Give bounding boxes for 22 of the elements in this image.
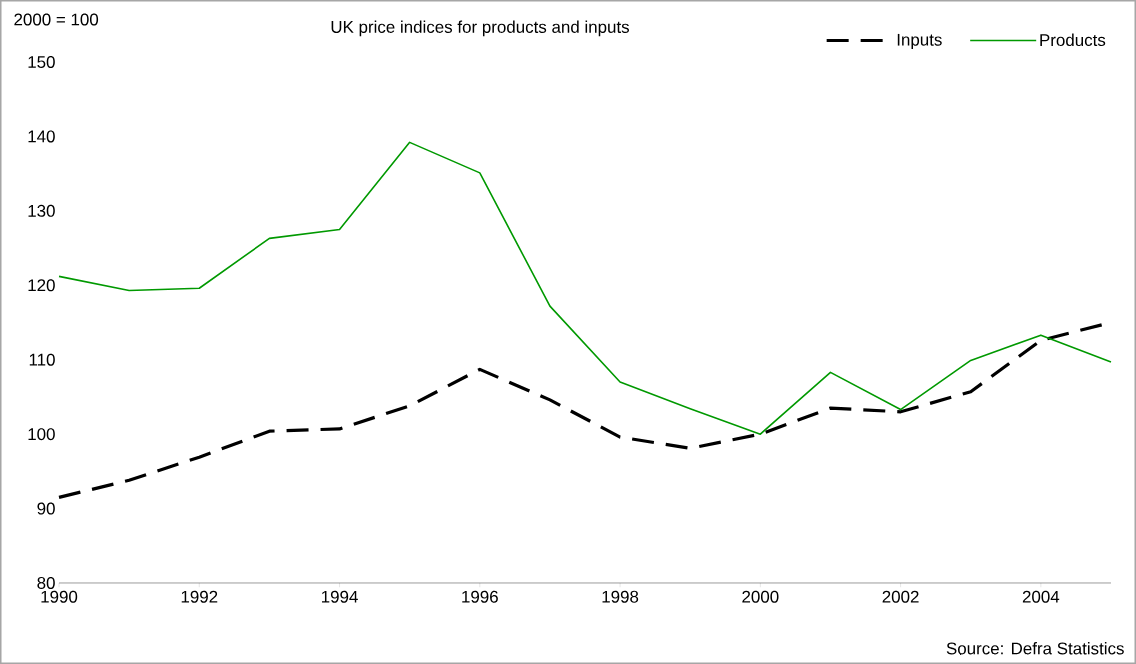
x-tick-label: 1998 bbox=[602, 590, 639, 603]
x-tick-label: 1994 bbox=[322, 590, 358, 603]
y-tick-label: 120 bbox=[28, 279, 55, 292]
x-tick-label: 1992 bbox=[181, 590, 218, 603]
x-tick-label: 2000 bbox=[742, 590, 779, 603]
legend-label: Inputs bbox=[897, 33, 942, 50]
y-tick-label: 90 bbox=[37, 502, 55, 515]
y-tick-label: 140 bbox=[28, 130, 55, 143]
y-tick-label: 110 bbox=[29, 353, 55, 366]
y-tick-label: 80 bbox=[37, 576, 55, 589]
y-tick-label: 130 bbox=[28, 204, 55, 217]
y-tick-label: 150 bbox=[28, 55, 55, 68]
line-series bbox=[58, 141, 1112, 435]
y-axis-title: 2000 = 100 bbox=[14, 13, 99, 26]
chart-title: UK price indices for products and inputs bbox=[331, 20, 630, 37]
x-tick-label: 2004 bbox=[1022, 590, 1060, 603]
legend-label: Products bbox=[1040, 33, 1106, 47]
y-tick-label: 100 bbox=[28, 428, 55, 441]
x-tick-label: 1996 bbox=[462, 590, 498, 603]
source-note: Source: Defra Statistics bbox=[946, 642, 1124, 655]
x-tick-label: 2002 bbox=[882, 590, 919, 603]
x-tick-label: 1990 bbox=[41, 590, 78, 603]
